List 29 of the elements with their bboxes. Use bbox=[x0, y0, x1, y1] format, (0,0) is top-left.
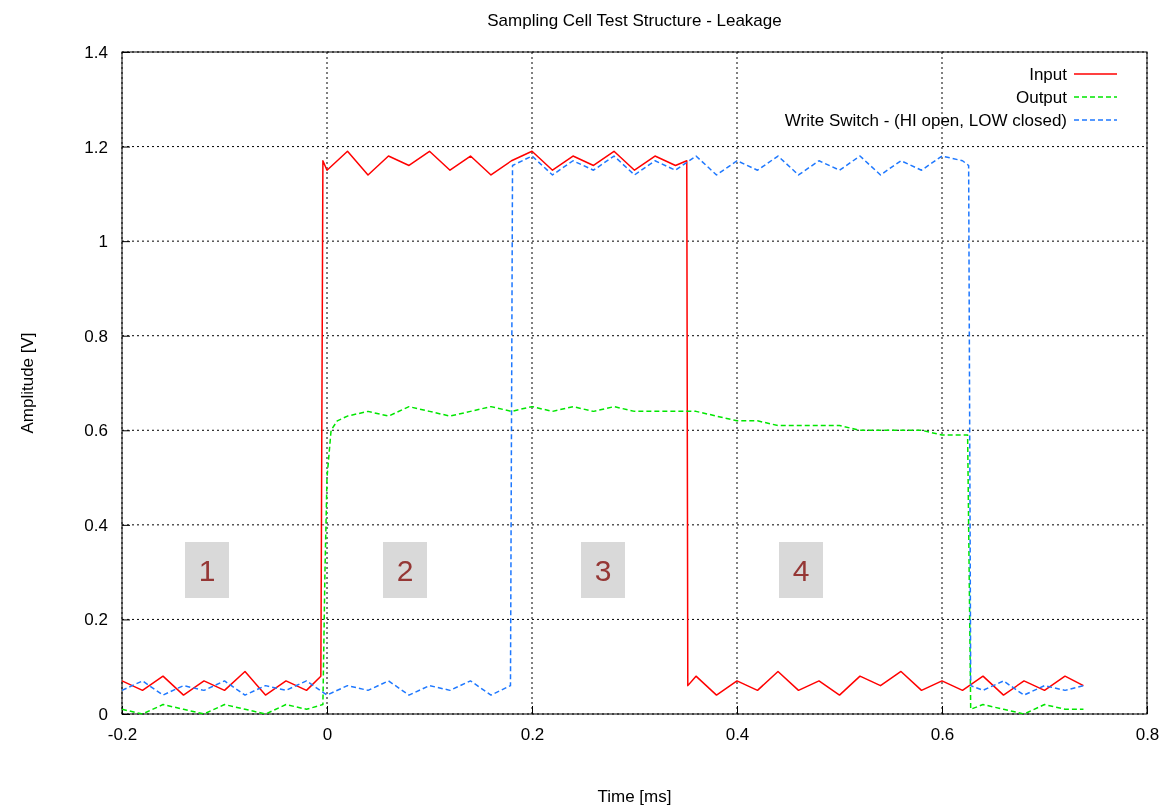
x-tick-label: 0.4 bbox=[725, 725, 750, 745]
line-series bbox=[121, 405, 1085, 715]
x-tick-label: 0 bbox=[322, 725, 333, 745]
annotation: 1 bbox=[198, 554, 216, 587]
y-tick-label: 0.6 bbox=[84, 421, 108, 441]
numbered-tag: 2 bbox=[383, 542, 427, 598]
numbered-tag: 4 bbox=[779, 542, 823, 598]
chart-title: Sampling Cell Test Structure - Leakage bbox=[487, 11, 782, 30]
x-tick-label: 0.8 bbox=[1135, 725, 1160, 745]
annotation: 4 bbox=[792, 554, 810, 587]
y-tick-label: 0 bbox=[98, 704, 108, 724]
x-axis-title: Time [ms] bbox=[597, 787, 672, 806]
y-axis-title: Amplitude [V] bbox=[18, 332, 37, 434]
y-tick-label: 0.8 bbox=[84, 326, 108, 346]
annotation: 2 bbox=[396, 554, 414, 587]
y-tick-label: 1.4 bbox=[84, 42, 108, 62]
legend-label: Output bbox=[1015, 88, 1068, 107]
y-tick-label: 1 bbox=[98, 232, 108, 252]
y-tick-label: 0.2 bbox=[84, 610, 108, 630]
annotation: 3 bbox=[594, 554, 612, 587]
x-tick-label: 0.2 bbox=[520, 725, 545, 745]
numbered-tag: 1 bbox=[185, 542, 229, 598]
y-tick-label: 1.2 bbox=[84, 137, 108, 157]
numbered-tag: 3 bbox=[581, 542, 625, 598]
x-tick-label: -0.2 bbox=[107, 725, 138, 745]
x-tick-label: 0.6 bbox=[930, 725, 955, 745]
legend-label: Write Switch - (HI open, LOW closed) bbox=[784, 111, 1067, 130]
y-tick-label: 0.4 bbox=[84, 515, 108, 535]
legend-label: Input bbox=[1029, 65, 1068, 84]
